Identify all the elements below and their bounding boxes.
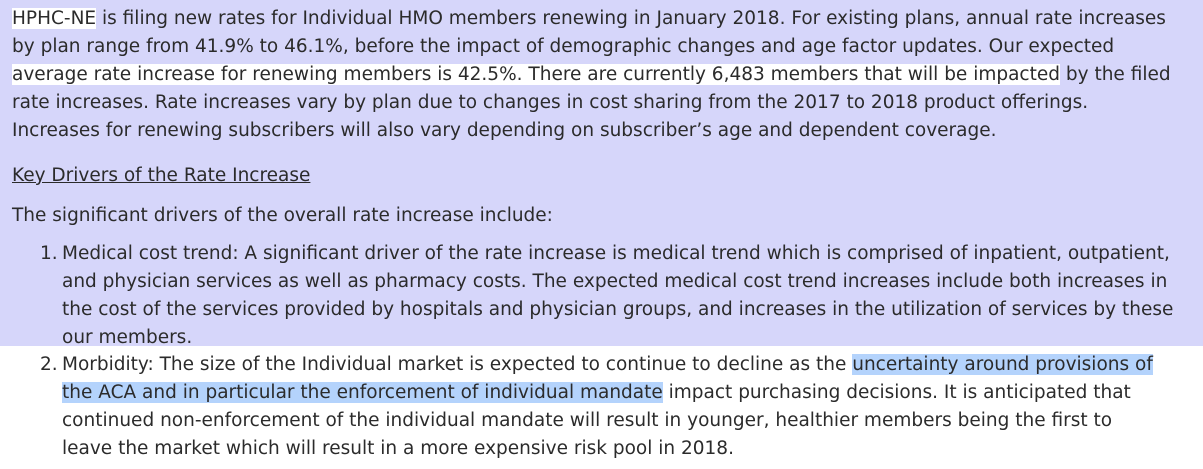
paragraph-line-1-rest: is filing new rates for Individual HMO m… bbox=[96, 8, 1166, 29]
item-2-line-2: the ACA and in particular the enforcemen… bbox=[62, 379, 1131, 407]
paragraph-line-1: HPHC-NE is filing new rates for Individu… bbox=[12, 5, 1166, 33]
item-2-line-1-text: Morbidity: The size of the Individual ma… bbox=[62, 354, 853, 375]
item-1-line-1: Medical cost trend: A significant driver… bbox=[62, 243, 1170, 264]
item-1-line-4: our members. bbox=[62, 327, 193, 346]
white-margin-notch bbox=[0, 346, 26, 469]
list-number-2: 2. bbox=[40, 354, 58, 375]
paragraph-line-4: rate increases. Rate increases vary by p… bbox=[12, 92, 1089, 113]
paragraph-line-3: average rate increase for renewing membe… bbox=[12, 61, 1171, 89]
paragraph-line-3-rest: by the filed bbox=[1060, 64, 1171, 85]
highlight-hphc-ne: HPHC-NE bbox=[12, 8, 97, 29]
highlight-average-rate: average rate increase for renewing membe… bbox=[12, 64, 1060, 85]
item-1-line-3: the cost of the services provided by hos… bbox=[62, 299, 1174, 320]
intro-text: The significant drivers of the overall r… bbox=[12, 205, 553, 226]
item-2-line-4: leave the market which will result in a … bbox=[62, 438, 734, 459]
highlight-uncertainty: uncertainty around provisions of bbox=[852, 354, 1153, 375]
list-number-1: 1. bbox=[40, 243, 58, 264]
paragraph-line-5: Increases for renewing subscribers will … bbox=[12, 120, 997, 141]
paragraph-line-2: by plan range from 41.9% to 46.1%, befor… bbox=[12, 36, 1115, 57]
item-2-line-3: continued non-enforcement of the individ… bbox=[62, 410, 1113, 431]
item-2-line-1: Morbidity: The size of the Individual ma… bbox=[62, 351, 1153, 379]
item-1-line-2: and physician services as well as pharma… bbox=[62, 271, 1168, 292]
section-heading: Key Drivers of the Rate Increase bbox=[12, 165, 311, 186]
highlight-aca-mandate: the ACA and in particular the enforcemen… bbox=[62, 382, 663, 403]
item-2-line-2-rest: impact purchasing decisions. It is antic… bbox=[662, 382, 1131, 403]
